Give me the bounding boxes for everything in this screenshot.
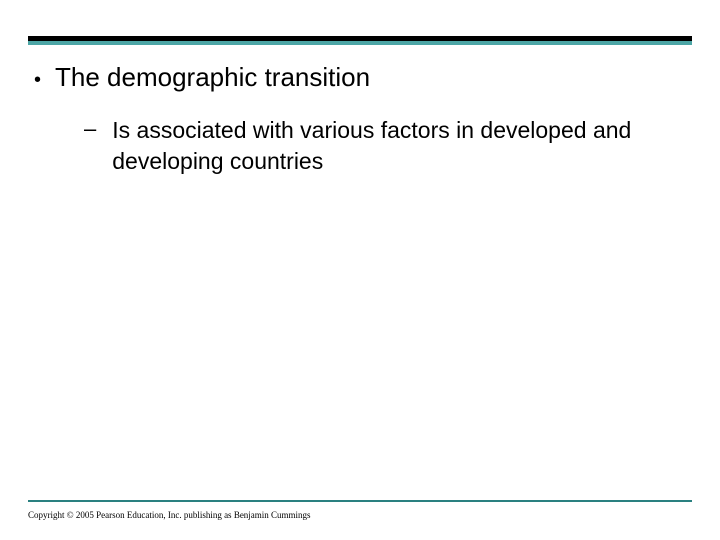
copyright-text: Copyright © 2005 Pearson Education, Inc.… [28,510,311,520]
sub-bullet-marker: – [84,115,96,144]
slide: • The demographic transition – Is associ… [0,0,720,540]
sub-bullet-text: Is associated with various factors in de… [112,115,652,177]
bullet-item: • The demographic transition [28,62,692,93]
bullet-text: The demographic transition [55,62,370,93]
content-area: • The demographic transition – Is associ… [28,62,692,177]
bullet-marker: • [34,70,41,90]
accent-rule [28,41,692,45]
bottom-rule [28,500,692,502]
sub-bullet-item: – Is associated with various factors in … [84,115,692,177]
